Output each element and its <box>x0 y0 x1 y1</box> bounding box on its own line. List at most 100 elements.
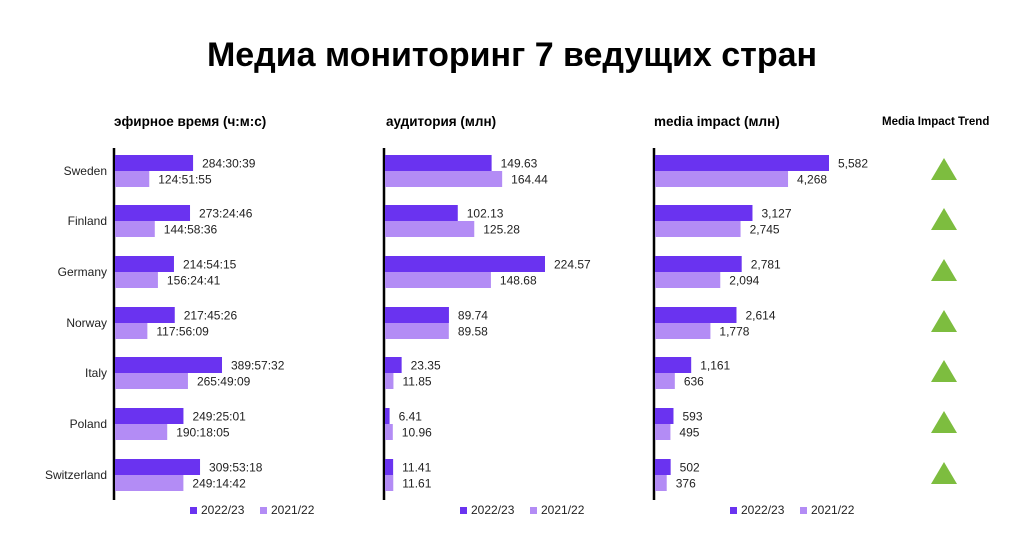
data-label-1-finland-2022-23: 273:24:46 <box>199 207 253 221</box>
legend-swatch-1-2022-23 <box>190 507 197 514</box>
data-label-3-poland-2022-23: 593 <box>682 410 702 424</box>
trend-up-icon-germany <box>931 259 957 281</box>
data-label-3-poland-2021-22: 495 <box>679 426 699 440</box>
trend-up-icon-norway <box>931 310 957 332</box>
bar-1-italy-2021-22 <box>115 373 188 389</box>
bar-3-switzerland-2022-23 <box>655 459 671 475</box>
bar-3-italy-2022-23 <box>655 357 692 373</box>
bar-1-norway-2021-22 <box>115 323 148 339</box>
data-label-1-poland-2021-22: 190:18:05 <box>176 426 230 440</box>
data-label-2-norway-2021-22: 89.58 <box>458 325 488 339</box>
trend-up-icon-switzerland <box>931 462 957 484</box>
legend-swatch-2-2021-22 <box>530 507 537 514</box>
bar-3-italy-2021-22 <box>655 373 675 389</box>
data-label-3-italy-2021-22: 636 <box>684 375 704 389</box>
data-label-2-switzerland-2021-22: 11.61 <box>402 477 431 491</box>
data-label-2-finland-2022-23: 102.13 <box>467 207 504 221</box>
data-label-3-switzerland-2022-23: 502 <box>680 461 700 475</box>
bar-1-poland-2021-22 <box>115 424 168 440</box>
trend-up-icon-poland <box>931 411 957 433</box>
bar-3-switzerland-2021-22 <box>655 475 667 491</box>
data-label-3-norway-2021-22: 1,778 <box>719 325 749 339</box>
panel-title-audience: аудитория (млн) <box>386 114 497 129</box>
data-label-1-italy-2022-23: 389:57:32 <box>231 359 285 373</box>
legend-label-2-2021-22: 2021/22 <box>541 503 585 517</box>
bar-2-finland-2021-22 <box>385 221 475 237</box>
category-label-poland: Poland <box>70 417 107 431</box>
data-label-1-switzerland-2021-22: 249:14:42 <box>192 477 246 491</box>
bar-1-sweden-2021-22 <box>115 171 150 187</box>
data-label-3-norway-2022-23: 2,614 <box>745 309 775 323</box>
data-label-1-norway-2022-23: 217:45:26 <box>184 309 238 323</box>
legend-label-1-2021-22: 2021/22 <box>271 503 315 517</box>
data-label-3-finland-2021-22: 2,745 <box>750 223 780 237</box>
bar-1-norway-2022-23 <box>115 307 175 323</box>
legend-label-3-2021-22: 2021/22 <box>811 503 855 517</box>
bar-2-poland-2022-23 <box>385 408 390 424</box>
panel-title-airtime: эфирное время (ч:м:с) <box>114 114 267 129</box>
bar-1-italy-2022-23 <box>115 357 223 373</box>
bar-2-poland-2021-22 <box>385 424 393 440</box>
data-label-1-italy-2021-22: 265:49:09 <box>197 375 251 389</box>
data-label-2-germany-2021-22: 148.68 <box>500 274 537 288</box>
data-label-2-switzerland-2022-23: 11.41 <box>402 461 431 475</box>
data-label-2-germany-2022-23: 224.57 <box>554 258 591 272</box>
data-label-2-italy-2022-23: 23.35 <box>411 359 441 373</box>
data-label-2-finland-2021-22: 125.28 <box>483 223 520 237</box>
data-label-2-poland-2022-23: 6.41 <box>399 410 423 424</box>
bar-3-poland-2022-23 <box>655 408 674 424</box>
category-label-finland: Finland <box>68 214 107 228</box>
category-label-norway: Norway <box>66 316 107 330</box>
bar-2-finland-2022-23 <box>385 205 458 221</box>
bar-3-finland-2022-23 <box>655 205 753 221</box>
bar-3-sweden-2022-23 <box>655 155 829 171</box>
data-label-1-poland-2022-23: 249:25:01 <box>192 410 246 424</box>
bar-2-switzerland-2021-22 <box>385 475 394 491</box>
data-label-3-switzerland-2021-22: 376 <box>676 477 696 491</box>
panel-title-media-impact: media impact (млн) <box>654 114 780 129</box>
chart-title: Медиа мониторинг 7 ведущих стран <box>206 36 818 74</box>
bar-3-norway-2021-22 <box>655 323 711 339</box>
data-label-2-sweden-2021-22: 164.44 <box>511 173 548 187</box>
bar-2-norway-2021-22 <box>385 323 449 339</box>
trend-up-icon-italy <box>931 360 957 382</box>
legend-swatch-1-2021-22 <box>260 507 267 514</box>
bar-3-norway-2022-23 <box>655 307 737 323</box>
bar-3-sweden-2021-22 <box>655 171 789 187</box>
bar-2-sweden-2021-22 <box>385 171 503 187</box>
bar-1-finland-2022-23 <box>115 205 191 221</box>
trend-up-icon-finland <box>931 208 957 230</box>
legend-swatch-2-2022-23 <box>460 507 467 514</box>
category-label-switzerland: Switzerland <box>45 468 107 482</box>
data-label-3-finland-2022-23: 3,127 <box>761 207 791 221</box>
bar-1-switzerland-2022-23 <box>115 459 201 475</box>
data-label-1-germany-2021-22: 156:24:41 <box>167 274 221 288</box>
trend-up-icon-sweden <box>931 158 957 180</box>
data-label-3-germany-2021-22: 2,094 <box>729 274 759 288</box>
legend-swatch-3-2021-22 <box>800 507 807 514</box>
bar-3-poland-2021-22 <box>655 424 671 440</box>
data-label-2-italy-2021-22: 11.85 <box>402 375 431 389</box>
category-label-italy: Italy <box>85 366 107 380</box>
data-label-3-italy-2022-23: 1,161 <box>700 359 730 373</box>
bar-2-switzerland-2022-23 <box>385 459 394 475</box>
bar-2-sweden-2022-23 <box>385 155 492 171</box>
data-label-1-norway-2021-22: 117:56:09 <box>156 325 209 339</box>
data-label-1-germany-2022-23: 214:54:15 <box>183 258 237 272</box>
bar-1-finland-2021-22 <box>115 221 155 237</box>
data-label-2-norway-2022-23: 89.74 <box>458 309 488 323</box>
bar-1-sweden-2022-23 <box>115 155 194 171</box>
bar-2-germany-2021-22 <box>385 272 491 288</box>
data-label-3-sweden-2022-23: 5,582 <box>838 157 868 171</box>
bar-3-germany-2021-22 <box>655 272 721 288</box>
legend-label-3-2022-23: 2022/23 <box>741 503 785 517</box>
bar-1-switzerland-2021-22 <box>115 475 184 491</box>
data-label-2-poland-2021-22: 10.96 <box>402 426 432 440</box>
data-label-1-finland-2021-22: 144:58:36 <box>164 223 218 237</box>
category-label-germany: Germany <box>58 265 107 279</box>
legend-swatch-3-2022-23 <box>730 507 737 514</box>
data-label-1-switzerland-2022-23: 309:53:18 <box>209 461 263 475</box>
data-label-1-sweden-2021-22: 124:51:55 <box>158 173 212 187</box>
panel-title-trend: Media Impact Trend <box>882 116 990 128</box>
